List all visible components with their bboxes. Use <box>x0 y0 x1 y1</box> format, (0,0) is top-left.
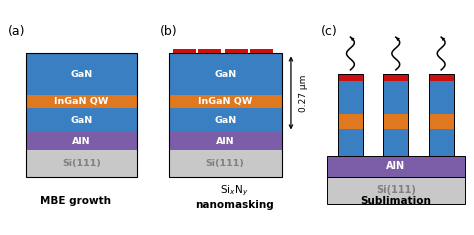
Text: (a): (a) <box>8 25 25 38</box>
Bar <box>428 74 454 82</box>
Text: Si(111): Si(111) <box>376 185 416 195</box>
Bar <box>26 132 137 150</box>
Bar <box>169 132 282 150</box>
Bar <box>338 74 363 82</box>
Text: InGaN QW: InGaN QW <box>55 97 109 106</box>
Text: Si(111): Si(111) <box>206 159 245 168</box>
Text: Sublimation: Sublimation <box>360 196 431 206</box>
Bar <box>383 129 408 156</box>
Bar <box>26 150 137 177</box>
Text: InGaN QW: InGaN QW <box>198 97 253 106</box>
Bar <box>428 74 454 156</box>
Text: GaN: GaN <box>71 70 92 79</box>
Bar <box>383 74 408 156</box>
Bar <box>169 150 282 177</box>
Bar <box>428 129 454 156</box>
Bar <box>383 74 408 82</box>
Text: (c): (c) <box>321 25 337 38</box>
Bar <box>383 82 408 114</box>
Bar <box>338 114 363 129</box>
Text: nanomasking: nanomasking <box>195 200 274 210</box>
Text: Si$_x$N$_y$: Si$_x$N$_y$ <box>220 184 249 198</box>
Text: AlN: AlN <box>72 137 91 145</box>
Bar <box>338 82 363 114</box>
Text: AlN: AlN <box>216 137 235 145</box>
Bar <box>428 114 454 129</box>
Text: GaN: GaN <box>214 70 237 79</box>
Bar <box>338 74 363 156</box>
Bar <box>169 54 282 95</box>
Bar <box>428 82 454 114</box>
Bar <box>338 129 363 156</box>
Bar <box>169 108 282 132</box>
Bar <box>26 95 137 108</box>
Text: (b): (b) <box>160 25 177 38</box>
Text: MBE growth: MBE growth <box>40 196 111 206</box>
Text: 0.27 μm: 0.27 μm <box>299 74 308 112</box>
Bar <box>169 54 282 177</box>
Text: GaN: GaN <box>71 116 92 125</box>
Text: GaN: GaN <box>214 116 237 125</box>
Bar <box>26 54 137 177</box>
Bar <box>225 49 248 54</box>
Bar <box>198 49 221 54</box>
Bar <box>26 108 137 132</box>
Bar <box>327 156 465 177</box>
Bar <box>383 114 408 129</box>
Bar <box>250 49 273 54</box>
Bar <box>26 54 137 95</box>
Text: Si(111): Si(111) <box>62 159 101 168</box>
Bar <box>327 177 465 204</box>
Bar <box>173 49 196 54</box>
Bar <box>169 95 282 108</box>
Text: AlN: AlN <box>386 161 405 171</box>
